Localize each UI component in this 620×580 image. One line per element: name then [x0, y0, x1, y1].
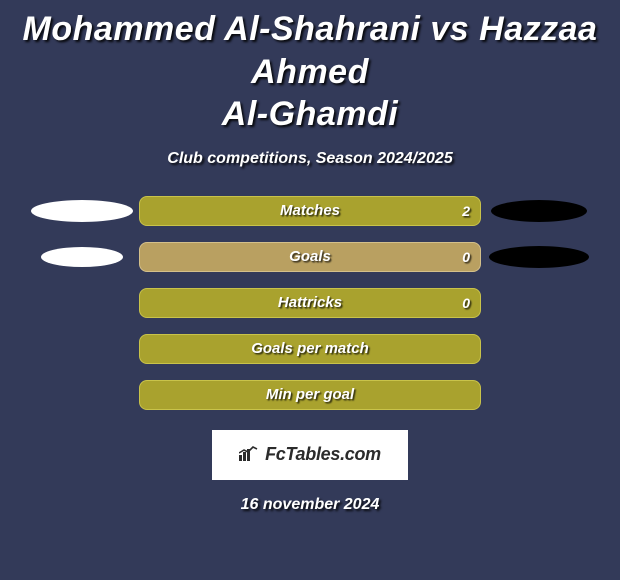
- stat-label: Goals per match: [251, 340, 369, 357]
- logo-box: FcTables.com: [210, 428, 410, 482]
- bar-wrap: Goals per match: [139, 334, 481, 364]
- right-marker: [481, 200, 596, 222]
- stat-row-mpg: Min per goal: [0, 380, 620, 410]
- ellipse-icon: [41, 247, 123, 267]
- chart-icon: [239, 445, 259, 466]
- right-marker: [481, 246, 596, 268]
- ellipse-icon: [31, 200, 133, 222]
- subtitle: Club competitions, Season 2024/2025: [0, 150, 620, 168]
- bar-wrap: Min per goal: [139, 380, 481, 410]
- left-marker: [24, 200, 139, 222]
- ellipse-icon: [491, 200, 587, 222]
- comparison-card: Mohammed Al-Shahrani vs Hazzaa Ahmed Al-…: [0, 0, 620, 580]
- stat-row-matches: Matches 2: [0, 196, 620, 226]
- stat-value-right: 2: [462, 203, 470, 219]
- stat-row-gpm: Goals per match: [0, 334, 620, 364]
- date-text: 16 november 2024: [0, 496, 620, 514]
- bar-wrap: Hattricks 0: [139, 288, 481, 318]
- page-title: Mohammed Al-Shahrani vs Hazzaa Ahmed Al-…: [0, 0, 620, 144]
- stat-label: Matches: [280, 202, 340, 219]
- stat-row-goals: Goals 0: [0, 242, 620, 272]
- logo-text: FcTables.com: [265, 444, 381, 465]
- stat-value-right: 0: [462, 295, 470, 311]
- stat-bar: Goals 0: [139, 242, 481, 272]
- ellipse-icon: [489, 246, 589, 268]
- stat-label: Goals: [289, 248, 331, 265]
- left-marker: [24, 247, 139, 267]
- stat-label: Min per goal: [266, 386, 354, 403]
- stat-bar: Min per goal: [139, 380, 481, 410]
- stat-bar: Hattricks 0: [139, 288, 481, 318]
- stat-bar: Matches 2: [139, 196, 481, 226]
- bar-wrap: Matches 2: [139, 196, 481, 226]
- stat-label: Hattricks: [278, 294, 342, 311]
- bar-wrap: Goals 0: [139, 242, 481, 272]
- stat-row-hattricks: Hattricks 0: [0, 288, 620, 318]
- stats-rows: Matches 2 Goals 0 Hattricks 0: [0, 196, 620, 410]
- stat-bar: Goals per match: [139, 334, 481, 364]
- stat-value-right: 0: [462, 249, 470, 265]
